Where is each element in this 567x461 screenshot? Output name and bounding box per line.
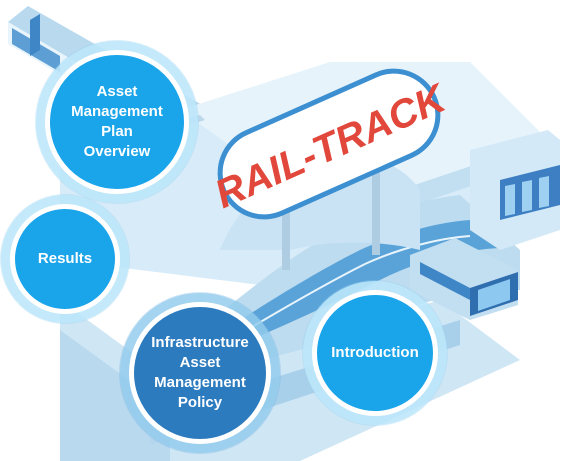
asset-management-plan-overview-bubble[interactable]: Asset Management Plan Overview <box>45 50 189 194</box>
results-label: Results <box>37 250 93 267</box>
introduction-bubble[interactable]: Introduction <box>312 290 438 416</box>
infrastructure-asset-management-policy-bubble[interactable]: Infrastructure Asset Management Policy <box>129 302 271 444</box>
results-bubble[interactable]: Results <box>10 204 120 314</box>
train-right <box>410 238 518 320</box>
introduction-label: Introduction <box>331 344 419 361</box>
asset-management-plan-overview-label: Asset Management Plan Overview <box>71 83 163 160</box>
infrastructure-asset-management-policy-label: Infrastructure Asset Management Policy <box>151 334 249 411</box>
